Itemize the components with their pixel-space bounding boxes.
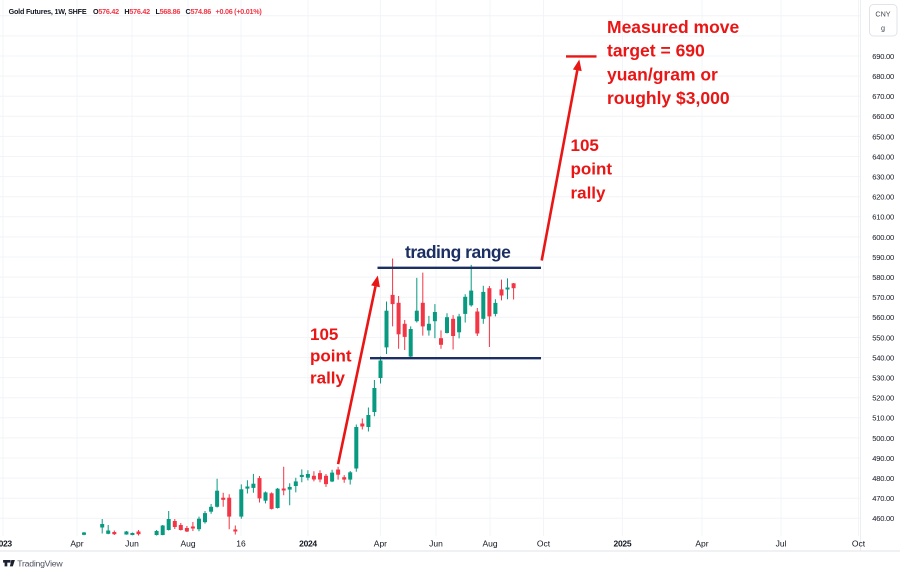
svg-text:2024: 2024	[299, 539, 317, 549]
svg-text:490.00: 490.00	[872, 454, 894, 463]
svg-text:680.00: 680.00	[872, 72, 894, 81]
svg-text:Aug: Aug	[180, 539, 195, 549]
svg-text:550.00: 550.00	[872, 333, 894, 342]
svg-text:Gold Futures, 1W, SHFE: Gold Futures, 1W, SHFE	[9, 7, 87, 16]
svg-text:520.00: 520.00	[872, 394, 894, 403]
svg-text:Jun: Jun	[429, 539, 443, 549]
svg-text:O576.42: O576.42	[93, 7, 119, 16]
svg-text:630.00: 630.00	[872, 173, 894, 182]
svg-text:H576.42: H576.42	[124, 7, 150, 16]
svg-text:600.00: 600.00	[872, 233, 894, 242]
svg-text:610.00: 610.00	[872, 213, 894, 222]
svg-text:Aug: Aug	[482, 539, 497, 549]
svg-text:620.00: 620.00	[872, 193, 894, 202]
svg-text:Jul: Jul	[776, 539, 787, 549]
svg-text:660.00: 660.00	[872, 112, 894, 121]
svg-text:16: 16	[236, 539, 246, 549]
svg-text:540.00: 540.00	[872, 353, 894, 362]
svg-text:640.00: 640.00	[872, 152, 894, 161]
svg-text:Apr: Apr	[374, 539, 387, 549]
svg-text:670.00: 670.00	[872, 92, 894, 101]
svg-text:Measured move: Measured move	[607, 17, 740, 37]
svg-text:590.00: 590.00	[872, 253, 894, 262]
svg-text:530.00: 530.00	[872, 374, 894, 383]
svg-text:target = 690: target = 690	[607, 41, 705, 61]
svg-text:C574.86: C574.86	[186, 7, 212, 16]
svg-text:g: g	[881, 24, 885, 33]
svg-text:570.00: 570.00	[872, 293, 894, 302]
svg-text:CNY: CNY	[875, 10, 890, 19]
svg-text:105: 105	[571, 136, 599, 155]
svg-text:point: point	[310, 347, 352, 366]
svg-text:580.00: 580.00	[872, 273, 894, 282]
svg-text:690.00: 690.00	[872, 52, 894, 61]
svg-text:Oct: Oct	[852, 539, 866, 549]
svg-text:rally: rally	[310, 368, 346, 387]
svg-text:L568.86: L568.86	[156, 7, 181, 16]
svg-text:560.00: 560.00	[872, 313, 894, 322]
svg-text:470.00: 470.00	[872, 494, 894, 503]
svg-text:rally: rally	[571, 183, 607, 202]
svg-text:2023: 2023	[0, 539, 12, 549]
svg-text:+0.06 (+0.01%): +0.06 (+0.01%)	[216, 7, 263, 16]
svg-text:510.00: 510.00	[872, 414, 894, 423]
svg-text:trading range: trading range	[405, 242, 511, 262]
svg-text:650.00: 650.00	[872, 132, 894, 141]
svg-text:2025: 2025	[614, 539, 632, 549]
svg-text:105: 105	[310, 325, 338, 344]
svg-text:Oct: Oct	[537, 539, 551, 549]
svg-text:Apr: Apr	[695, 539, 708, 549]
svg-text:yuan/gram or: yuan/gram or	[607, 64, 718, 84]
svg-text:Jun: Jun	[125, 539, 139, 549]
svg-text:Apr: Apr	[70, 539, 83, 549]
svg-text:480.00: 480.00	[872, 474, 894, 483]
svg-text:TradingView: TradingView	[17, 558, 63, 568]
svg-text:point: point	[571, 160, 613, 179]
svg-text:460.00: 460.00	[872, 514, 894, 523]
svg-text:roughly $3,000: roughly $3,000	[607, 88, 730, 108]
svg-text:500.00: 500.00	[872, 434, 894, 443]
